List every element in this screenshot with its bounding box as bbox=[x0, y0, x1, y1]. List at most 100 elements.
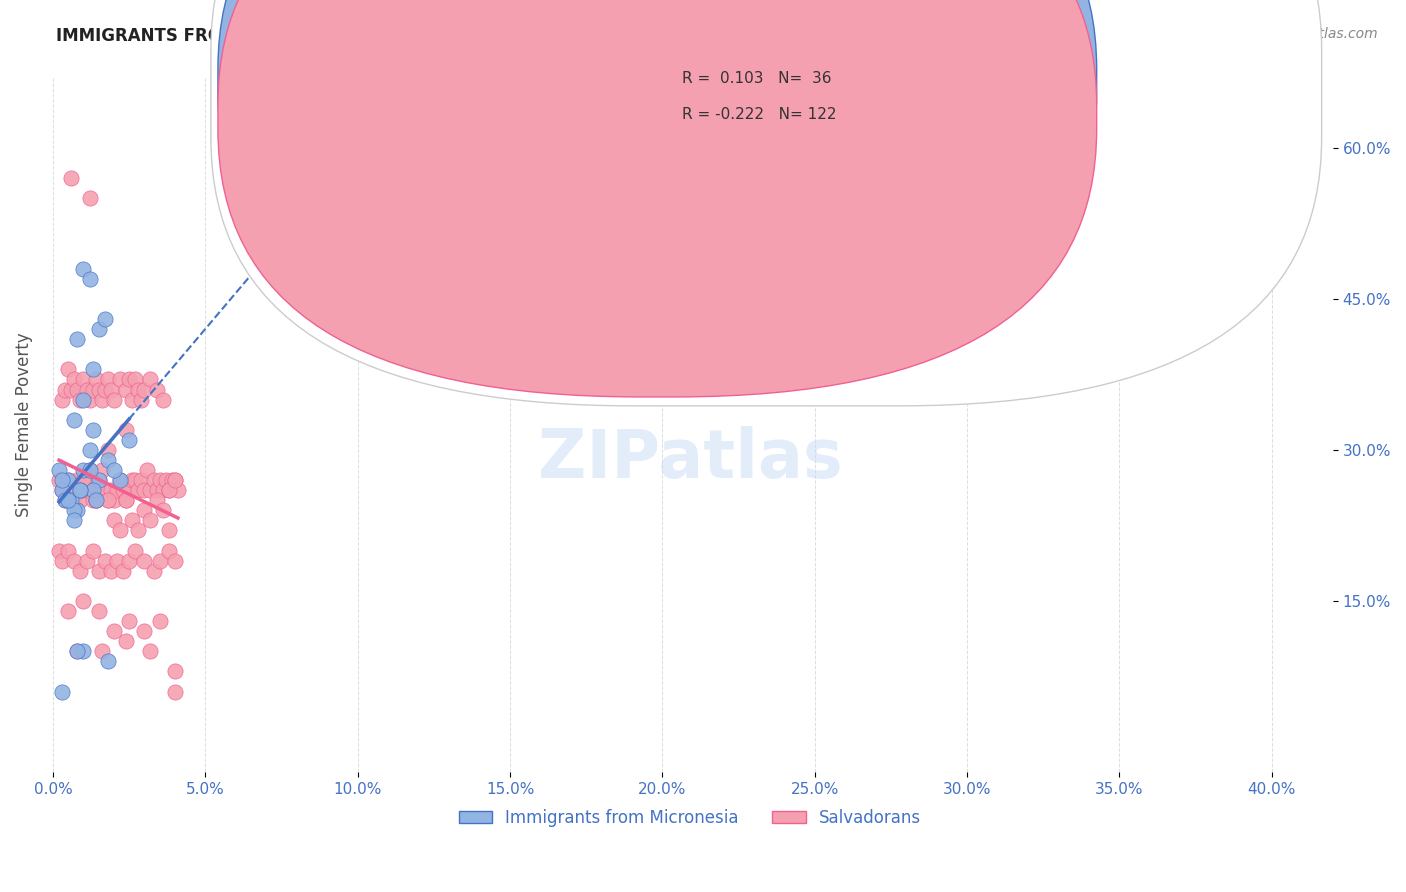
Point bbox=[115, 634, 138, 648]
Point bbox=[115, 493, 138, 508]
Point bbox=[118, 433, 141, 447]
Point bbox=[94, 483, 117, 498]
Point bbox=[87, 473, 110, 487]
Point bbox=[157, 483, 180, 498]
Point bbox=[115, 383, 138, 397]
Point bbox=[72, 392, 94, 407]
Point bbox=[103, 392, 125, 407]
Point bbox=[87, 473, 110, 487]
Point bbox=[115, 423, 138, 437]
Point bbox=[121, 392, 143, 407]
Point bbox=[160, 473, 183, 487]
Text: R = -0.222   N= 122: R = -0.222 N= 122 bbox=[682, 107, 837, 121]
Point bbox=[48, 463, 70, 477]
Point bbox=[72, 261, 94, 276]
Point bbox=[163, 473, 186, 487]
Point bbox=[76, 554, 98, 568]
Point bbox=[51, 483, 73, 498]
Point bbox=[69, 483, 91, 498]
Point bbox=[63, 513, 86, 527]
Point bbox=[48, 473, 70, 487]
Point bbox=[167, 483, 190, 498]
Point bbox=[152, 503, 174, 517]
Point bbox=[145, 493, 167, 508]
Point bbox=[79, 272, 101, 286]
Point bbox=[121, 473, 143, 487]
Point bbox=[58, 493, 80, 508]
Point bbox=[66, 644, 89, 658]
Point bbox=[58, 543, 80, 558]
Point bbox=[100, 564, 122, 578]
Point bbox=[163, 554, 186, 568]
Point bbox=[136, 463, 159, 477]
Text: R =  0.103   N=  36: R = 0.103 N= 36 bbox=[682, 71, 831, 86]
Point bbox=[97, 372, 120, 386]
Point bbox=[90, 483, 112, 498]
Point bbox=[100, 383, 122, 397]
Point bbox=[103, 463, 125, 477]
Point bbox=[145, 483, 167, 498]
Point bbox=[63, 554, 86, 568]
Point bbox=[72, 473, 94, 487]
Point bbox=[155, 473, 177, 487]
Point bbox=[84, 493, 107, 508]
Point bbox=[51, 483, 73, 498]
Point bbox=[79, 463, 101, 477]
Point bbox=[72, 483, 94, 498]
Point bbox=[163, 684, 186, 698]
Text: R = -0.222   N= 122: R = -0.222 N= 122 bbox=[682, 107, 837, 121]
Point bbox=[60, 171, 83, 186]
Point bbox=[139, 372, 162, 386]
Point bbox=[127, 524, 149, 538]
Point bbox=[124, 543, 146, 558]
Point bbox=[149, 554, 172, 568]
Point bbox=[134, 483, 156, 498]
Point bbox=[118, 372, 141, 386]
Point bbox=[58, 473, 80, 487]
Point bbox=[121, 513, 143, 527]
Point bbox=[105, 554, 128, 568]
Point bbox=[152, 483, 174, 498]
Point bbox=[108, 473, 131, 487]
Point bbox=[79, 442, 101, 457]
Y-axis label: Single Female Poverty: Single Female Poverty bbox=[15, 333, 32, 517]
Point bbox=[94, 312, 117, 326]
Point bbox=[163, 665, 186, 679]
Point bbox=[58, 604, 80, 618]
Point bbox=[142, 564, 165, 578]
Point bbox=[66, 503, 89, 517]
Point bbox=[66, 644, 89, 658]
Point bbox=[94, 383, 117, 397]
Point bbox=[87, 322, 110, 336]
Point bbox=[124, 473, 146, 487]
Point bbox=[51, 473, 73, 487]
Point bbox=[58, 493, 80, 508]
Point bbox=[66, 473, 89, 487]
Point bbox=[72, 594, 94, 608]
Point bbox=[79, 483, 101, 498]
Point bbox=[51, 392, 73, 407]
Point bbox=[100, 483, 122, 498]
Point bbox=[66, 332, 89, 346]
Point bbox=[149, 614, 172, 628]
Point bbox=[60, 383, 83, 397]
Point bbox=[87, 604, 110, 618]
Point bbox=[60, 493, 83, 508]
Point bbox=[82, 543, 104, 558]
Point bbox=[103, 493, 125, 508]
Point bbox=[72, 644, 94, 658]
Point bbox=[103, 513, 125, 527]
Point bbox=[97, 493, 120, 508]
Point bbox=[53, 493, 76, 508]
Point bbox=[97, 493, 120, 508]
Point bbox=[63, 372, 86, 386]
Point bbox=[118, 614, 141, 628]
Point bbox=[134, 624, 156, 639]
Point bbox=[134, 554, 156, 568]
Point bbox=[97, 442, 120, 457]
Point bbox=[97, 654, 120, 668]
Point bbox=[72, 372, 94, 386]
Point bbox=[82, 383, 104, 397]
Point bbox=[94, 554, 117, 568]
Point bbox=[63, 413, 86, 427]
